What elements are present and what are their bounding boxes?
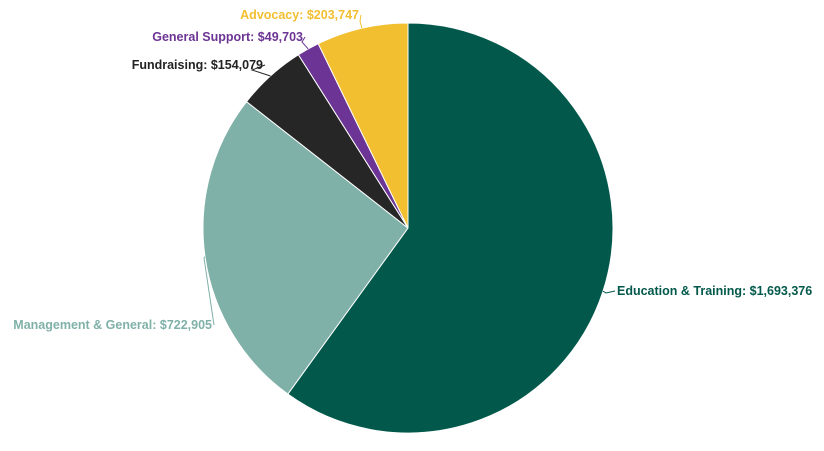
pie-slices bbox=[202, 22, 614, 434]
leader-line-education-training bbox=[602, 290, 616, 294]
pie-slice-education-training bbox=[287, 22, 614, 434]
slice-label-education-training: Education & Training: $1,693,376 bbox=[617, 284, 812, 298]
slice-label-advocacy: Advocacy: $203,747 bbox=[240, 8, 359, 22]
pie-slice-advocacy bbox=[317, 22, 409, 229]
slice-label-management-general: Management & General: $722,905 bbox=[13, 318, 212, 332]
leader-line-general-support bbox=[301, 36, 309, 50]
leader-line-fundraising bbox=[250, 64, 271, 77]
slice-label-general-support: General Support: $49,703 bbox=[152, 30, 303, 44]
slice-labels: Education & Training: $1,693,376 Manageme… bbox=[13, 8, 812, 332]
leader-lines bbox=[203, 14, 616, 326]
leader-line-advocacy bbox=[359, 14, 363, 29]
slice-label-fundraising: Fundraising: $154,079 bbox=[132, 58, 263, 72]
leader-line-management-general bbox=[203, 256, 215, 326]
